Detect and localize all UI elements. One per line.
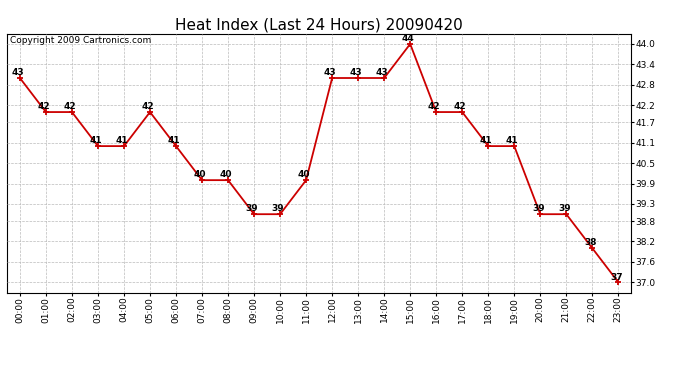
Text: 42: 42 <box>428 102 440 111</box>
Text: Copyright 2009 Cartronics.com: Copyright 2009 Cartronics.com <box>10 36 151 45</box>
Text: 41: 41 <box>480 136 493 146</box>
Text: 41: 41 <box>506 136 519 146</box>
Text: 42: 42 <box>454 102 466 111</box>
Text: 43: 43 <box>350 68 362 77</box>
Text: 41: 41 <box>168 136 180 146</box>
Text: 39: 39 <box>272 204 284 213</box>
Text: 43: 43 <box>376 68 388 77</box>
Text: 37: 37 <box>610 273 622 282</box>
Text: 39: 39 <box>558 204 571 213</box>
Text: 42: 42 <box>141 102 155 111</box>
Title: Heat Index (Last 24 Hours) 20090420: Heat Index (Last 24 Hours) 20090420 <box>175 18 463 33</box>
Text: 43: 43 <box>324 68 337 77</box>
Text: 38: 38 <box>584 238 596 248</box>
Text: 39: 39 <box>246 204 258 213</box>
Text: 40: 40 <box>219 170 233 179</box>
Text: 41: 41 <box>116 136 128 146</box>
Text: 39: 39 <box>532 204 544 213</box>
Text: 40: 40 <box>298 170 310 179</box>
Text: 44: 44 <box>402 34 415 43</box>
Text: 43: 43 <box>12 68 24 77</box>
Text: 42: 42 <box>37 102 50 111</box>
Text: 41: 41 <box>90 136 102 146</box>
Text: 42: 42 <box>63 102 76 111</box>
Text: 40: 40 <box>194 170 206 179</box>
